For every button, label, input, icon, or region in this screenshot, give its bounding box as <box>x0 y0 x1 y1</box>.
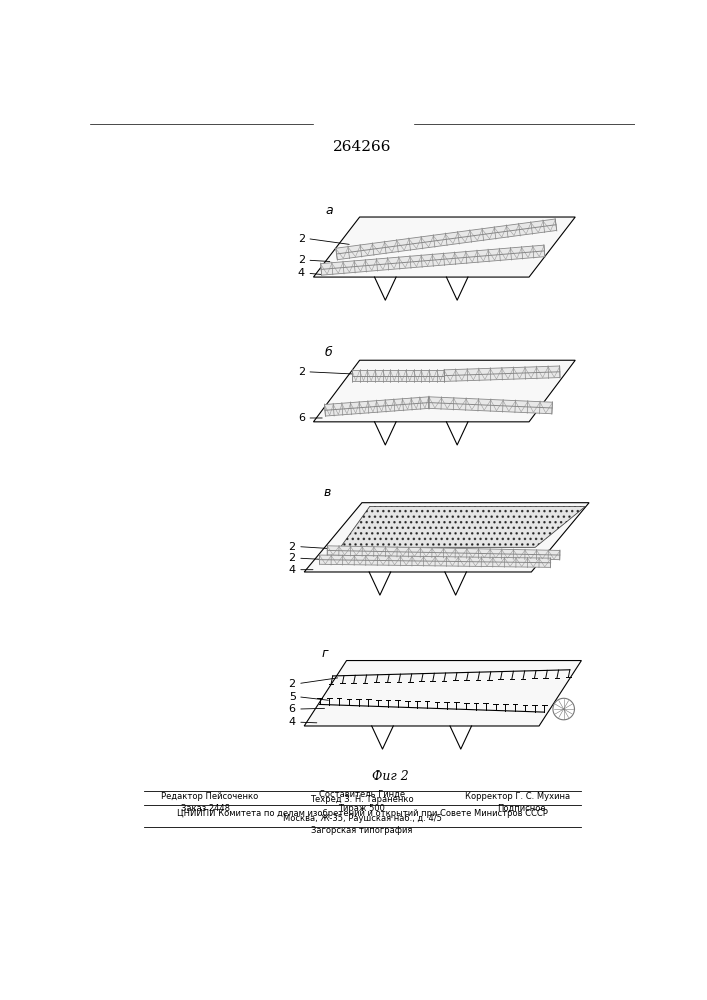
Text: Корректор Г. С. Мухина: Корректор Г. С. Мухина <box>465 792 570 801</box>
Text: Фиг 2: Фиг 2 <box>372 770 409 783</box>
Text: 2: 2 <box>288 542 296 552</box>
Text: Москва, Ж-35, Раушская наб., д. 4/5: Москва, Ж-35, Раушская наб., д. 4/5 <box>283 814 441 823</box>
Text: 6: 6 <box>298 413 305 423</box>
Polygon shape <box>304 503 589 572</box>
Text: г: г <box>322 647 328 660</box>
Text: Подписное: Подписное <box>497 804 546 813</box>
Text: 2: 2 <box>298 255 305 265</box>
Text: Техред З. Н. Тараненко: Техред З. Н. Тараненко <box>310 795 414 804</box>
Polygon shape <box>336 219 556 260</box>
Text: 4: 4 <box>288 565 296 575</box>
Text: Загорская типография: Загорская типография <box>311 826 413 835</box>
Polygon shape <box>325 397 429 416</box>
Text: 264266: 264266 <box>333 140 391 154</box>
Text: б: б <box>325 346 333 359</box>
Text: Заказ 2448: Заказ 2448 <box>181 804 230 813</box>
Polygon shape <box>340 507 585 547</box>
Text: в: в <box>324 486 331 499</box>
Text: а: а <box>325 204 333 217</box>
Polygon shape <box>444 366 560 381</box>
Polygon shape <box>321 245 545 275</box>
Text: Редактор Пейсоченко: Редактор Пейсоченко <box>161 792 258 801</box>
Text: 2: 2 <box>288 553 296 563</box>
Polygon shape <box>327 546 560 560</box>
Polygon shape <box>352 370 444 381</box>
Polygon shape <box>304 661 581 726</box>
Polygon shape <box>428 397 552 414</box>
Text: Составитель Гинде: Составитель Гинде <box>319 790 405 799</box>
Text: Тираж 500: Тираж 500 <box>339 804 385 813</box>
Text: ЦНИИПИ Комитета по делам изобретений и открытий при Совете Министров СССР: ЦНИИПИ Комитета по делам изобретений и о… <box>177 809 547 818</box>
Text: 6: 6 <box>288 704 296 714</box>
Polygon shape <box>320 555 551 567</box>
Text: 4: 4 <box>288 717 296 727</box>
Text: 2: 2 <box>288 679 296 689</box>
Text: 2: 2 <box>298 367 305 377</box>
Text: 2: 2 <box>298 234 305 244</box>
Text: 5: 5 <box>288 692 296 702</box>
Polygon shape <box>313 217 575 277</box>
Text: 4: 4 <box>298 268 305 278</box>
Polygon shape <box>313 360 575 422</box>
